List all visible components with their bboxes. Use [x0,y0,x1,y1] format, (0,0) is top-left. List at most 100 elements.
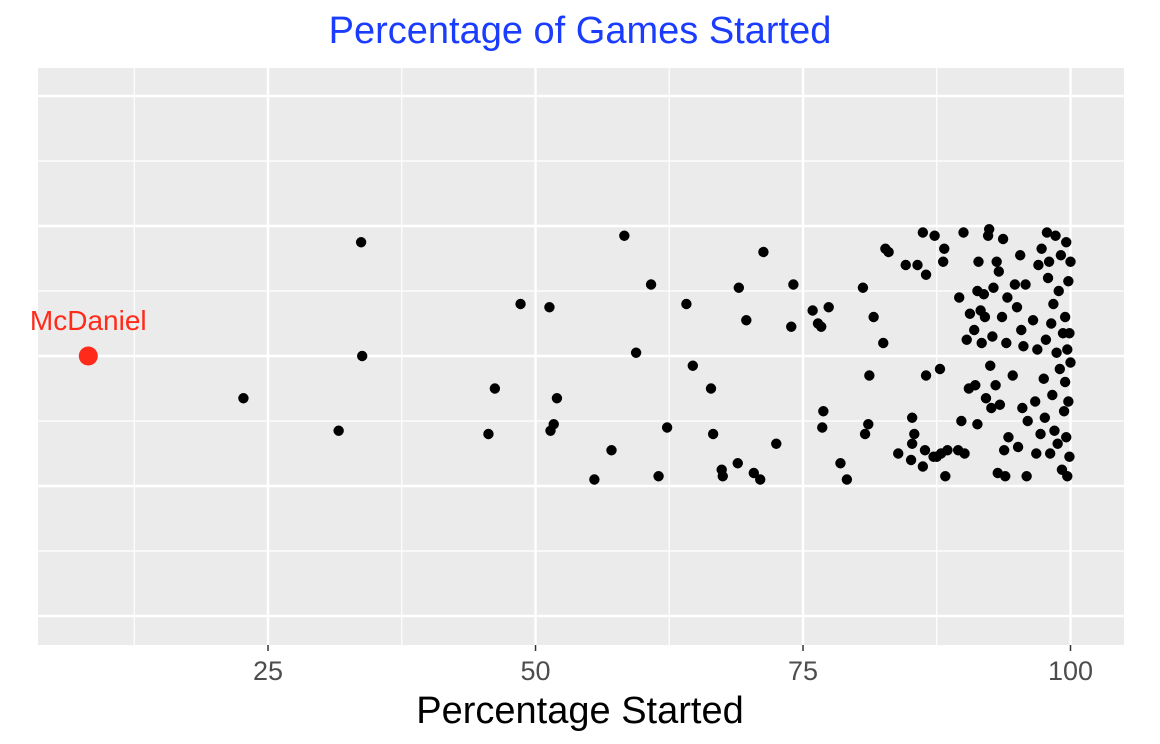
data-point [681,298,692,310]
data-point [687,360,699,371]
data-point [758,246,769,258]
data-point [878,337,889,349]
data-point [1031,448,1042,459]
data-point [841,474,853,485]
data-point [934,363,946,375]
data-point [983,224,995,235]
data-point [619,230,630,241]
data-point [906,412,918,423]
x-tick-label: 75 [788,656,818,686]
data-point [1042,272,1054,284]
x-axis-label: Percentage Started [416,690,744,732]
data-point [1050,230,1061,241]
data-point [1003,432,1014,443]
data-point [973,256,984,267]
data-point [994,399,1006,410]
data-point [1047,389,1058,401]
data-point [964,308,976,319]
x-tick-label: 50 [521,656,551,686]
x-axis-ticks: 25 50 75 100 [253,645,1093,686]
data-point [985,360,996,371]
data-point [883,246,894,258]
data-point [1038,373,1049,384]
data-point [1001,337,1012,349]
data-point [1036,243,1047,254]
data-point [788,279,799,290]
data-point [238,393,249,404]
data-point [733,282,745,293]
data-point [1011,302,1023,313]
data-point [863,419,874,430]
data-point [717,471,728,482]
data-point [817,422,828,433]
data-point [990,380,1001,391]
data-point [919,445,931,456]
data-point [1064,328,1075,339]
data-point [653,471,664,482]
data-point [1054,363,1066,375]
data-point [1058,406,1070,417]
data-point [551,393,563,404]
data-point [771,438,782,449]
chart-title: Percentage of Games Started [328,10,832,52]
data-point [1041,227,1053,238]
data-point [906,438,918,449]
data-point [355,237,367,248]
data-point [1059,311,1071,323]
data-point [1061,237,1072,248]
data-point [1065,256,1076,267]
data-point [1021,471,1032,482]
data-point [976,337,987,349]
data-point [823,302,834,313]
data-point [1040,334,1052,345]
data-point [1065,357,1076,368]
data-point [1062,471,1073,482]
data-point [705,383,717,394]
data-point [1027,315,1039,326]
data-point [816,321,827,332]
data-point [1055,250,1067,261]
data-point [988,282,999,293]
data-point [483,428,494,440]
data-point [1053,285,1064,297]
data-point [1061,432,1072,443]
data-point [942,445,953,456]
data-point [954,292,965,303]
data-point [998,445,1010,456]
data-point [818,406,829,417]
data-point [929,230,940,241]
data-point [1044,448,1056,459]
data-point [937,256,949,267]
highlight-annotation: McDaniel [30,305,147,366]
data-point [1052,438,1063,449]
data-point [979,311,991,323]
data-point [980,393,992,404]
data-point [1062,344,1073,355]
data-point [748,467,759,479]
data-point [1064,451,1075,462]
data-point [1033,259,1044,271]
data-point [970,380,981,391]
x-tick-label: 25 [253,656,283,686]
data-point [606,445,617,456]
data-point [1048,298,1059,310]
data-point [917,461,929,472]
data-point [1046,318,1057,329]
data-point [893,448,904,459]
data-point [857,282,869,293]
data-point [961,334,972,345]
data-point [1022,415,1033,427]
data-point [1002,292,1013,303]
data-point [1035,428,1046,440]
data-point [920,269,932,280]
data-point [1049,425,1060,436]
data-point [969,324,980,336]
data-point [1015,250,1026,261]
data-point [1007,370,1018,381]
data-point [1016,324,1027,336]
highlight-point [78,346,98,366]
data-point [1017,402,1028,414]
data-point [489,383,501,394]
data-point [1012,441,1024,453]
x-tick-label: 100 [1048,656,1093,686]
